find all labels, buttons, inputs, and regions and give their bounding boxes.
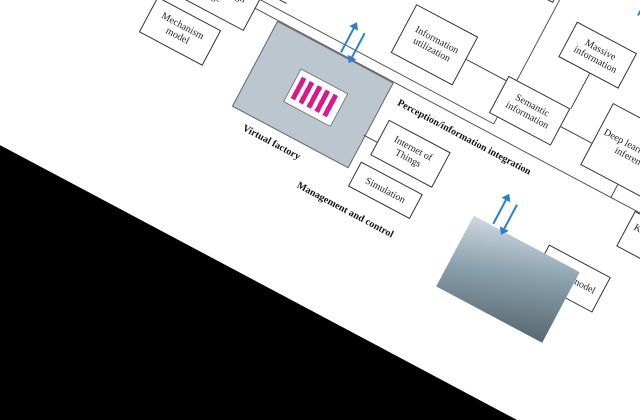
factory-screen-bars xyxy=(290,76,341,119)
box-knowledge-base: Knowledge base xyxy=(616,210,640,275)
blue-arrow-icon xyxy=(492,198,508,225)
blue-arrow-icon xyxy=(502,204,518,230)
connector-line xyxy=(363,134,378,143)
factory-screen xyxy=(282,68,349,128)
plant-photo xyxy=(436,215,580,343)
